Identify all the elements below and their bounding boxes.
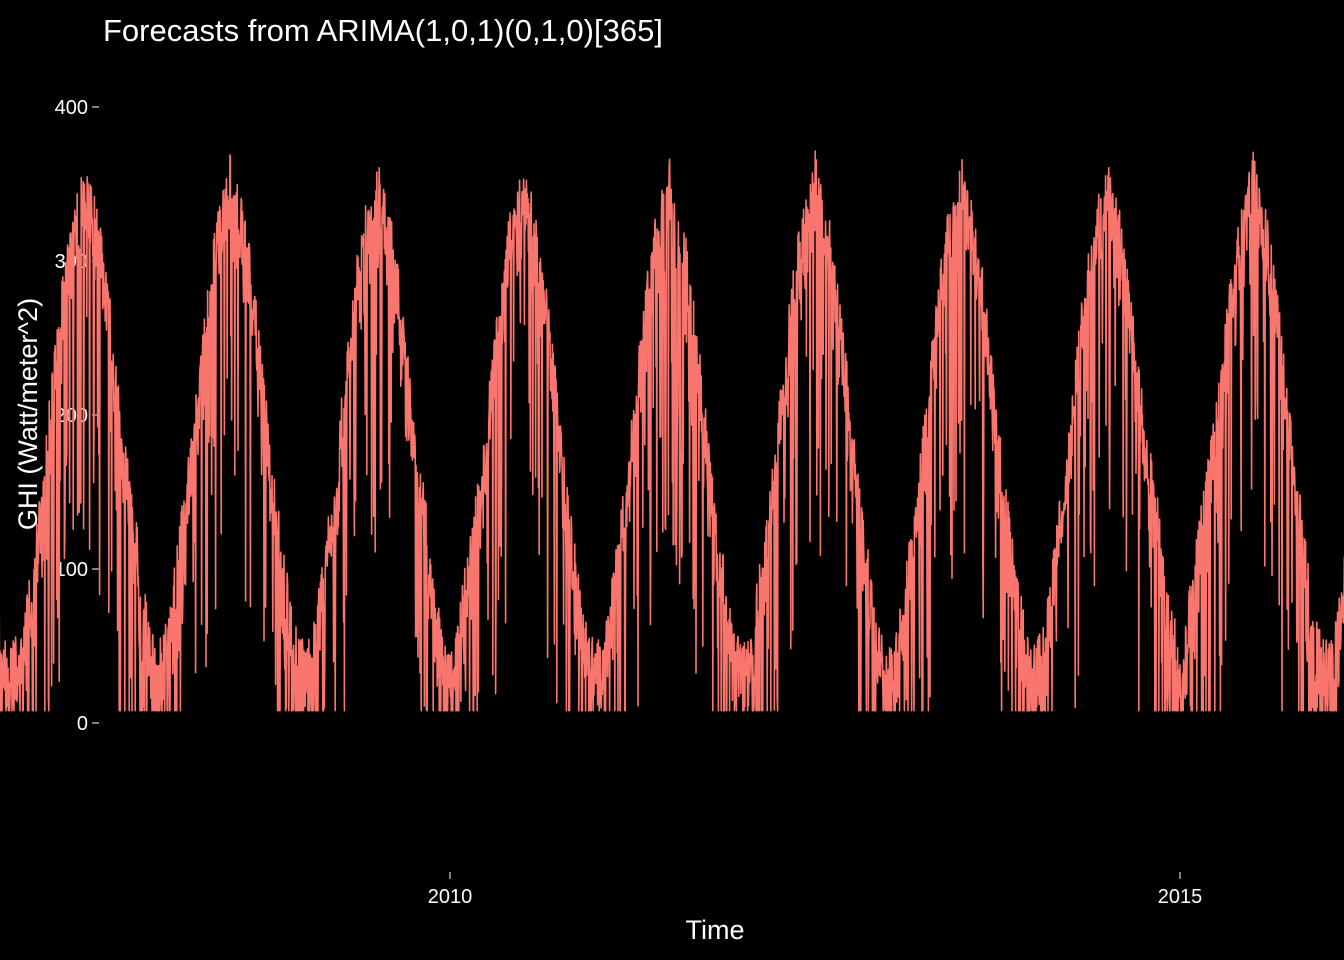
x-axis: 201020152020: [428, 872, 1203, 908]
y-axis-title: GHI (Watt/meter^2): [13, 298, 43, 530]
y-tick-label: 0: [77, 713, 88, 735]
y-tick-label: 400: [55, 97, 88, 119]
x-tick-label: 2015: [1158, 886, 1203, 908]
x-axis-title: Time: [686, 915, 745, 945]
chart-title: Forecasts from ARIMA(1,0,1)(0,1,0)[365]: [103, 13, 663, 48]
series-historical-line: [0, 150, 1344, 712]
series-layer: [0, 150, 1344, 712]
y-tick-label: 100: [55, 559, 88, 581]
x-tick-label: 2010: [428, 886, 473, 908]
